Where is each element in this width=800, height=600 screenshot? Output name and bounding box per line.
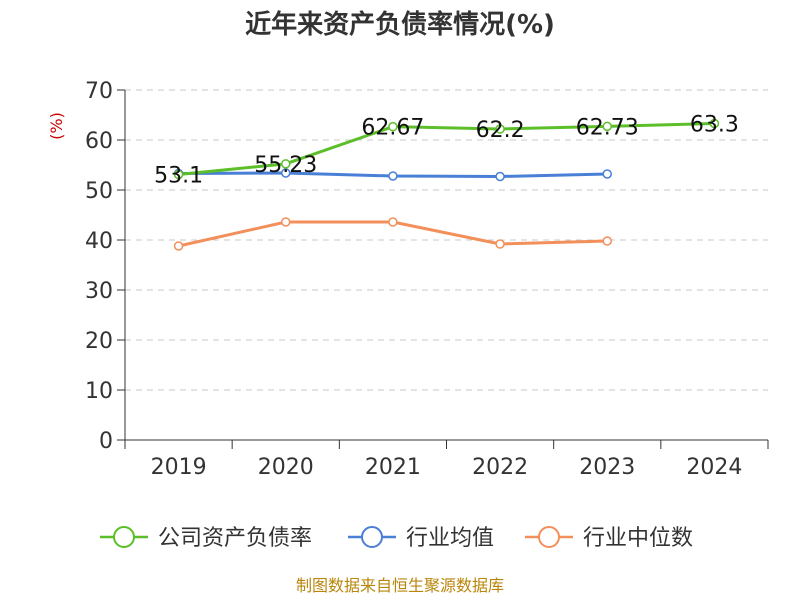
y-tick-label: 40	[85, 229, 113, 254]
x-tick-label: 2021	[365, 455, 421, 480]
data-point	[709, 118, 720, 129]
series-1	[173, 168, 612, 182]
data-point	[602, 236, 612, 246]
data-point	[388, 121, 398, 132]
legend-item-0: 公司资产负债率	[100, 526, 312, 551]
series-2	[173, 217, 612, 251]
y-tick-label: 0	[99, 429, 113, 454]
data-point	[388, 171, 398, 181]
data-label: 53.1	[154, 164, 203, 189]
y-tick-label: 20	[85, 329, 113, 354]
x-tick-label: 2024	[686, 455, 742, 480]
data-label: 55.23	[254, 153, 317, 178]
axes: 0 10 20 30 40 50 60 70 2019 2020 2021 2022 2023 2024	[85, 79, 769, 480]
legend-item-2: 行业中位数	[525, 526, 693, 551]
source-note: 制图数据来自恒生聚源数据库	[296, 576, 504, 595]
x-tick-label: 2023	[579, 455, 635, 480]
data-point	[281, 168, 291, 178]
data-labels-layer: 53.1 55.23 62.67 62.2 62.73 63.3	[154, 113, 739, 189]
data-point	[388, 217, 398, 227]
data-point	[281, 217, 291, 227]
data-label: 62.67	[361, 116, 424, 141]
y-tick-label: 70	[85, 79, 113, 104]
data-point	[173, 169, 184, 180]
data-label: 63.3	[690, 113, 739, 138]
data-point	[281, 159, 291, 169]
data-label: 62.73	[576, 115, 639, 140]
x-tick-label: 2019	[151, 455, 207, 480]
legend-label: 行业中位数	[583, 526, 693, 551]
data-point	[602, 169, 612, 179]
legend-marker	[361, 526, 383, 548]
legend-label: 公司资产负债率	[158, 526, 312, 551]
series-0	[173, 118, 720, 180]
x-tick-label: 2020	[258, 455, 314, 480]
series-layer	[173, 118, 720, 251]
y-tick-label: 60	[85, 129, 113, 154]
legend: 公司资产负债率 行业均值 行业中位数	[100, 526, 693, 551]
legend-marker	[538, 526, 560, 548]
series-line	[178, 122, 715, 176]
grid-lines	[125, 89, 768, 391]
data-point	[495, 171, 505, 182]
y-tick-label: 10	[85, 379, 113, 404]
chart-title: 近年来资产负债率情况(%)	[245, 9, 555, 40]
data-point	[495, 124, 505, 134]
data-point	[173, 241, 184, 251]
legend-marker	[113, 526, 135, 548]
x-tick-label: 2022	[472, 455, 528, 480]
y-axis-unit-label: (%)	[47, 112, 66, 140]
y-tick-label: 30	[85, 279, 113, 304]
data-point	[495, 239, 505, 249]
data-point	[602, 121, 612, 132]
y-tick-label: 50	[85, 179, 113, 204]
legend-label: 行业均值	[406, 526, 494, 551]
legend-item-1: 行业均值	[348, 526, 494, 551]
data-label: 62.2	[476, 118, 525, 143]
